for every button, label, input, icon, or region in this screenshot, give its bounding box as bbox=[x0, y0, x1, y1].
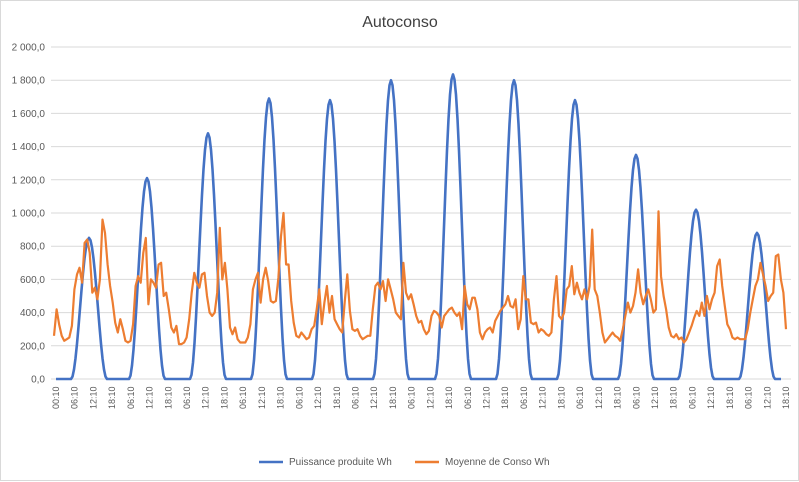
x-tick-label: 12:10 bbox=[201, 386, 211, 409]
x-tick-label: 12:10 bbox=[650, 386, 660, 409]
y-tick-label: 200,0 bbox=[20, 341, 45, 352]
legend-item: Moyenne de Conso Wh bbox=[415, 457, 550, 468]
x-tick-label: 06:10 bbox=[687, 386, 697, 409]
x-tick-label: 06:10 bbox=[182, 386, 192, 409]
x-tick-label: 18:10 bbox=[276, 386, 286, 409]
x-tick-label: 12:10 bbox=[257, 386, 267, 409]
x-tick-label: 18:10 bbox=[332, 386, 342, 409]
x-tick-label: 06:10 bbox=[575, 386, 585, 409]
y-tick-label: 1 800,0 bbox=[12, 76, 46, 87]
x-tick-label: 06:10 bbox=[70, 386, 80, 409]
x-tick-label: 06:10 bbox=[238, 386, 248, 409]
legend-label: Moyenne de Conso Wh bbox=[445, 457, 550, 468]
y-tick-label: 1 000,0 bbox=[12, 209, 46, 220]
x-axis-tick-labels: 00:10 06:10 12:10 18:10 06:10 12:10 18:10 06:10… bbox=[51, 386, 791, 409]
series-line-consumption bbox=[52, 210, 788, 346]
x-tick-label: 18:10 bbox=[163, 386, 173, 409]
series-lines bbox=[52, 73, 788, 381]
x-tick-label: 06:10 bbox=[126, 386, 136, 409]
x-tick-label: 12:10 bbox=[425, 386, 435, 409]
x-tick-label: 06:10 bbox=[294, 386, 304, 409]
x-tick-label: 18:10 bbox=[725, 386, 735, 409]
y-tick-label: 2 000,0 bbox=[12, 43, 46, 54]
x-tick-label: 06:10 bbox=[350, 386, 360, 409]
x-tick-label: 06:10 bbox=[631, 386, 641, 409]
x-tick-label: 12:10 bbox=[369, 386, 379, 409]
y-axis-tick-labels: 0,0 200,0 400,0 600,0 800,0 1 000,0 1 200,0 1 4… bbox=[12, 43, 46, 386]
x-tick-label: 06:10 bbox=[463, 386, 473, 409]
x-tick-label: 12:10 bbox=[594, 386, 604, 409]
x-tick-label: 06:10 bbox=[744, 386, 754, 409]
y-tick-label: 1 400,0 bbox=[12, 142, 46, 153]
x-tick-label: 12:10 bbox=[538, 386, 548, 409]
x-tick-label: 12:10 bbox=[313, 386, 323, 409]
x-tick-label: 18:10 bbox=[388, 386, 398, 409]
x-tick-label: 06:10 bbox=[407, 386, 417, 409]
chart-title: Autoconso bbox=[362, 14, 438, 31]
legend: Puissance produite Wh Moyenne de Conso Wh bbox=[259, 457, 550, 468]
x-tick-label: 18:10 bbox=[107, 386, 117, 409]
x-tick-label: 18:10 bbox=[556, 386, 566, 409]
x-tick-label: 06:10 bbox=[519, 386, 529, 409]
y-tick-label: 1 200,0 bbox=[12, 175, 46, 186]
x-tick-label: 18:10 bbox=[444, 386, 454, 409]
x-tick-label: 18:10 bbox=[669, 386, 679, 409]
x-tick-label: 12:10 bbox=[482, 386, 492, 409]
x-tick-label: 12:10 bbox=[762, 386, 772, 409]
x-tick-label: 18:10 bbox=[219, 386, 229, 409]
x-tick-label: 18:10 bbox=[781, 386, 791, 409]
y-tick-label: 600,0 bbox=[20, 275, 45, 286]
x-tick-label: 12:10 bbox=[706, 386, 716, 409]
y-tick-label: 1 600,0 bbox=[12, 109, 46, 120]
y-tick-label: 0,0 bbox=[31, 375, 45, 386]
x-tick-label: 00:10 bbox=[51, 386, 61, 409]
y-tick-label: 400,0 bbox=[20, 308, 45, 319]
x-tick-label: 12:10 bbox=[145, 386, 155, 409]
series-line-production bbox=[56, 73, 781, 381]
legend-item: Puissance produite Wh bbox=[259, 457, 392, 468]
x-tick-label: 18:10 bbox=[613, 386, 623, 409]
x-tick-label: 12:10 bbox=[88, 386, 98, 409]
legend-label: Puissance produite Wh bbox=[289, 457, 392, 468]
x-tick-label: 18:10 bbox=[500, 386, 510, 409]
y-tick-label: 800,0 bbox=[20, 242, 45, 253]
gridlines bbox=[51, 46, 791, 380]
